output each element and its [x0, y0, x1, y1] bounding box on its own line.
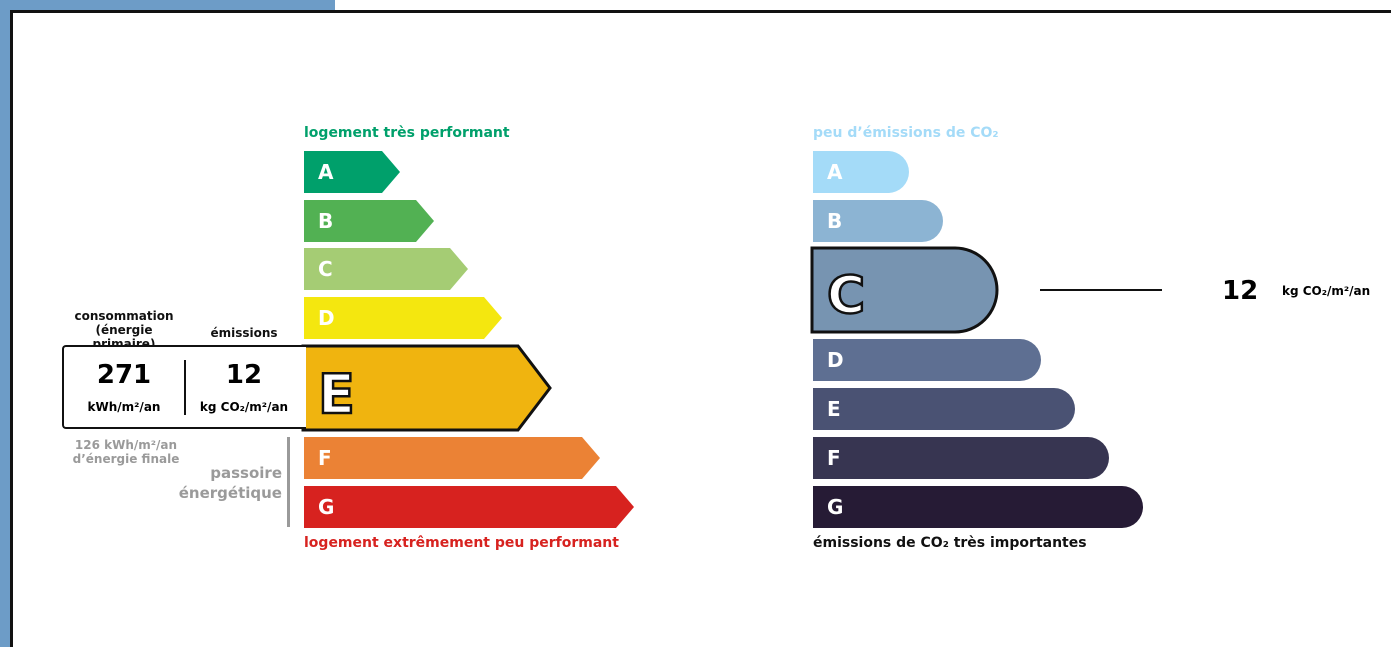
passoire-bracket: [287, 437, 290, 527]
emissions-value: 12: [225, 360, 263, 390]
dpe-frame: [10, 10, 1391, 647]
value-box-divider: [184, 360, 186, 415]
energy-class-f: F: [304, 437, 600, 479]
top-white-strip: [335, 0, 1391, 10]
ges-indicator-line: [1040, 289, 1162, 291]
ges-class-c-letter: C: [827, 266, 865, 326]
energy-class-a: A: [304, 151, 400, 193]
energy-top-label: logement très performant: [304, 125, 510, 141]
ges-class-d: D: [813, 339, 1041, 381]
energy-class-g: G: [304, 486, 634, 528]
consumption-value: 271: [96, 360, 152, 390]
final-energy-note: 126 kWh/m²/an d’énergie finale: [72, 438, 180, 466]
ges-bottom-label: émissions de CO₂ très importantes: [813, 535, 1087, 551]
ges-class-f: F: [813, 437, 1109, 479]
ges-class-e: E: [813, 388, 1075, 430]
emissions-unit: kg CO₂/m²/an: [199, 400, 289, 414]
ges-class-c-selected: C: [810, 246, 999, 334]
ges-value: 12: [1222, 276, 1259, 306]
ges-unit: kg CO₂/m²/an: [1282, 284, 1371, 298]
top-accent-bar: [0, 0, 335, 10]
ges-class-g: G: [813, 486, 1143, 528]
passoire-label: passoire énergétique: [178, 464, 282, 502]
consumption-unit: kWh/m²/an: [87, 400, 161, 414]
emissions-header: émissions: [210, 326, 278, 340]
energy-class-d: D: [304, 297, 502, 339]
energy-bottom-label: logement extrêmement peu performant: [304, 535, 619, 551]
ges-class-a: A: [813, 151, 909, 193]
energy-class-e-letter: E: [318, 363, 355, 426]
energy-class-c: C: [304, 248, 468, 290]
energy-class-b: B: [304, 200, 434, 242]
ges-top-label: peu d’émissions de CO₂: [813, 125, 999, 141]
energy-class-e-selected: E: [301, 344, 552, 432]
ges-class-b: B: [813, 200, 943, 242]
